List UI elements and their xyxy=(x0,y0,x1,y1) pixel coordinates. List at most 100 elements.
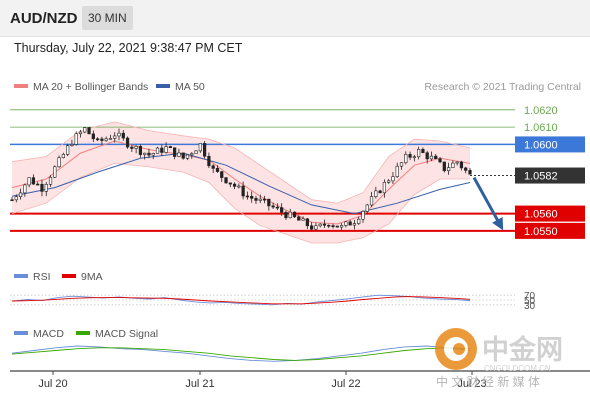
candle-body xyxy=(211,165,215,169)
candle-body xyxy=(70,144,74,146)
timeframe-button[interactable]: 30 MIN xyxy=(82,6,133,30)
candle-body xyxy=(181,152,185,159)
rsi-ma-line xyxy=(11,296,471,305)
bollinger-lower-line xyxy=(11,162,470,244)
macd-line xyxy=(11,345,471,362)
candle-body xyxy=(164,146,168,153)
rsi-tick-label: 50 xyxy=(524,296,536,307)
support-level-label: 1.0550 xyxy=(524,226,558,238)
candle-body xyxy=(421,149,425,154)
candle-body xyxy=(292,211,297,218)
candle-body xyxy=(23,184,27,194)
ma50-legend-swatch xyxy=(156,84,170,88)
candle-body xyxy=(78,131,83,135)
candle-body xyxy=(232,183,237,187)
candle-body xyxy=(267,198,271,207)
candle-body xyxy=(245,195,250,198)
watermark-url: CNGOLDCOM.CN xyxy=(484,364,551,373)
candle-body xyxy=(185,154,190,159)
x-tick-label: Jul 20 xyxy=(38,378,67,390)
candle-body xyxy=(429,155,434,160)
candle-body xyxy=(258,198,262,201)
ma50-line xyxy=(11,152,471,215)
rsi-ma-legend-swatch xyxy=(62,274,76,278)
macd-signal-line xyxy=(11,347,471,361)
candle-body xyxy=(288,211,292,219)
candle-body xyxy=(125,137,130,148)
candle-body xyxy=(352,223,357,226)
candle-body xyxy=(378,190,382,194)
candle-body xyxy=(365,204,369,212)
chart-header: AUD/NZD 30 MIN xyxy=(0,0,590,37)
candle-body xyxy=(417,149,421,158)
candle-body xyxy=(434,155,438,159)
candle-body xyxy=(100,138,104,141)
candle-body xyxy=(224,177,228,184)
candle-body xyxy=(241,185,245,197)
rsi-legend-label: RSI xyxy=(33,271,51,283)
candle-body xyxy=(271,205,275,208)
candle-body xyxy=(155,147,160,154)
candle-body xyxy=(369,196,374,206)
candle-body xyxy=(331,225,335,227)
macd-legend-swatch xyxy=(14,331,28,335)
candle-body xyxy=(108,138,113,140)
candle-body xyxy=(138,146,143,155)
macd-signal-legend-label: MACD Signal xyxy=(95,328,158,340)
candle-body xyxy=(53,166,57,178)
candle-body xyxy=(147,152,151,156)
candle-body xyxy=(203,143,207,157)
candle-body xyxy=(220,171,224,178)
candle-body xyxy=(297,216,301,221)
candle-body xyxy=(113,135,117,139)
candle-body xyxy=(262,198,267,201)
candle-body xyxy=(459,161,464,169)
candle-body xyxy=(348,221,352,226)
candle-body xyxy=(134,146,138,149)
candle-body xyxy=(130,146,134,149)
candle-body xyxy=(327,224,331,227)
current-price-tag xyxy=(515,167,585,184)
candle-body xyxy=(361,211,365,220)
bollinger-upper-line xyxy=(11,121,471,204)
macd-signal-legend-swatch xyxy=(76,331,90,335)
candle-body xyxy=(173,147,177,157)
candle-body xyxy=(451,162,455,168)
copyright-credit: Research © 2021 Trading Central xyxy=(424,81,581,93)
x-tick-label: Jul 22 xyxy=(331,378,360,390)
candle-body xyxy=(391,176,395,182)
candle-body xyxy=(190,153,194,156)
candle-body xyxy=(455,161,459,164)
current-price-label: 1.0582 xyxy=(524,171,558,183)
bollinger-band-fill xyxy=(12,121,470,243)
candle-body xyxy=(117,132,121,137)
candle-body xyxy=(446,167,451,172)
candle-body xyxy=(280,207,284,213)
candle-body xyxy=(468,170,472,175)
watermark-tagline: 中 文 财 经 新 媒 体 xyxy=(436,374,540,389)
rsi-line xyxy=(11,294,471,306)
pivot-level-label: 1.0600 xyxy=(524,139,558,151)
candle-body xyxy=(442,161,446,172)
candle-body xyxy=(301,218,305,221)
candle-body xyxy=(44,184,48,192)
candle-body xyxy=(344,221,348,226)
rsi-legend-swatch xyxy=(14,274,28,278)
forecast-arrow-head xyxy=(492,216,504,231)
candle-body xyxy=(104,138,108,141)
x-tick-label: Jul 21 xyxy=(185,378,214,390)
watermark: 中金网 CNGOLDCOM.CN 中 文 财 经 新 媒 体 xyxy=(435,328,563,389)
candle-body xyxy=(322,223,327,226)
candle-body xyxy=(14,196,18,201)
candle-body xyxy=(74,133,78,145)
candle-body xyxy=(18,192,23,197)
candle-body xyxy=(438,158,442,163)
candle-body xyxy=(160,147,164,153)
support-level-tag xyxy=(515,222,585,239)
x-axis: Jul 20 Jul 21 Jul 22 Jul 23 xyxy=(38,371,487,390)
candle-body xyxy=(151,153,155,156)
timestamp: Thursday, July 22, 2021 9:38:47 PM CET xyxy=(14,41,243,55)
candle-body xyxy=(10,199,14,202)
candle-body xyxy=(40,183,44,192)
